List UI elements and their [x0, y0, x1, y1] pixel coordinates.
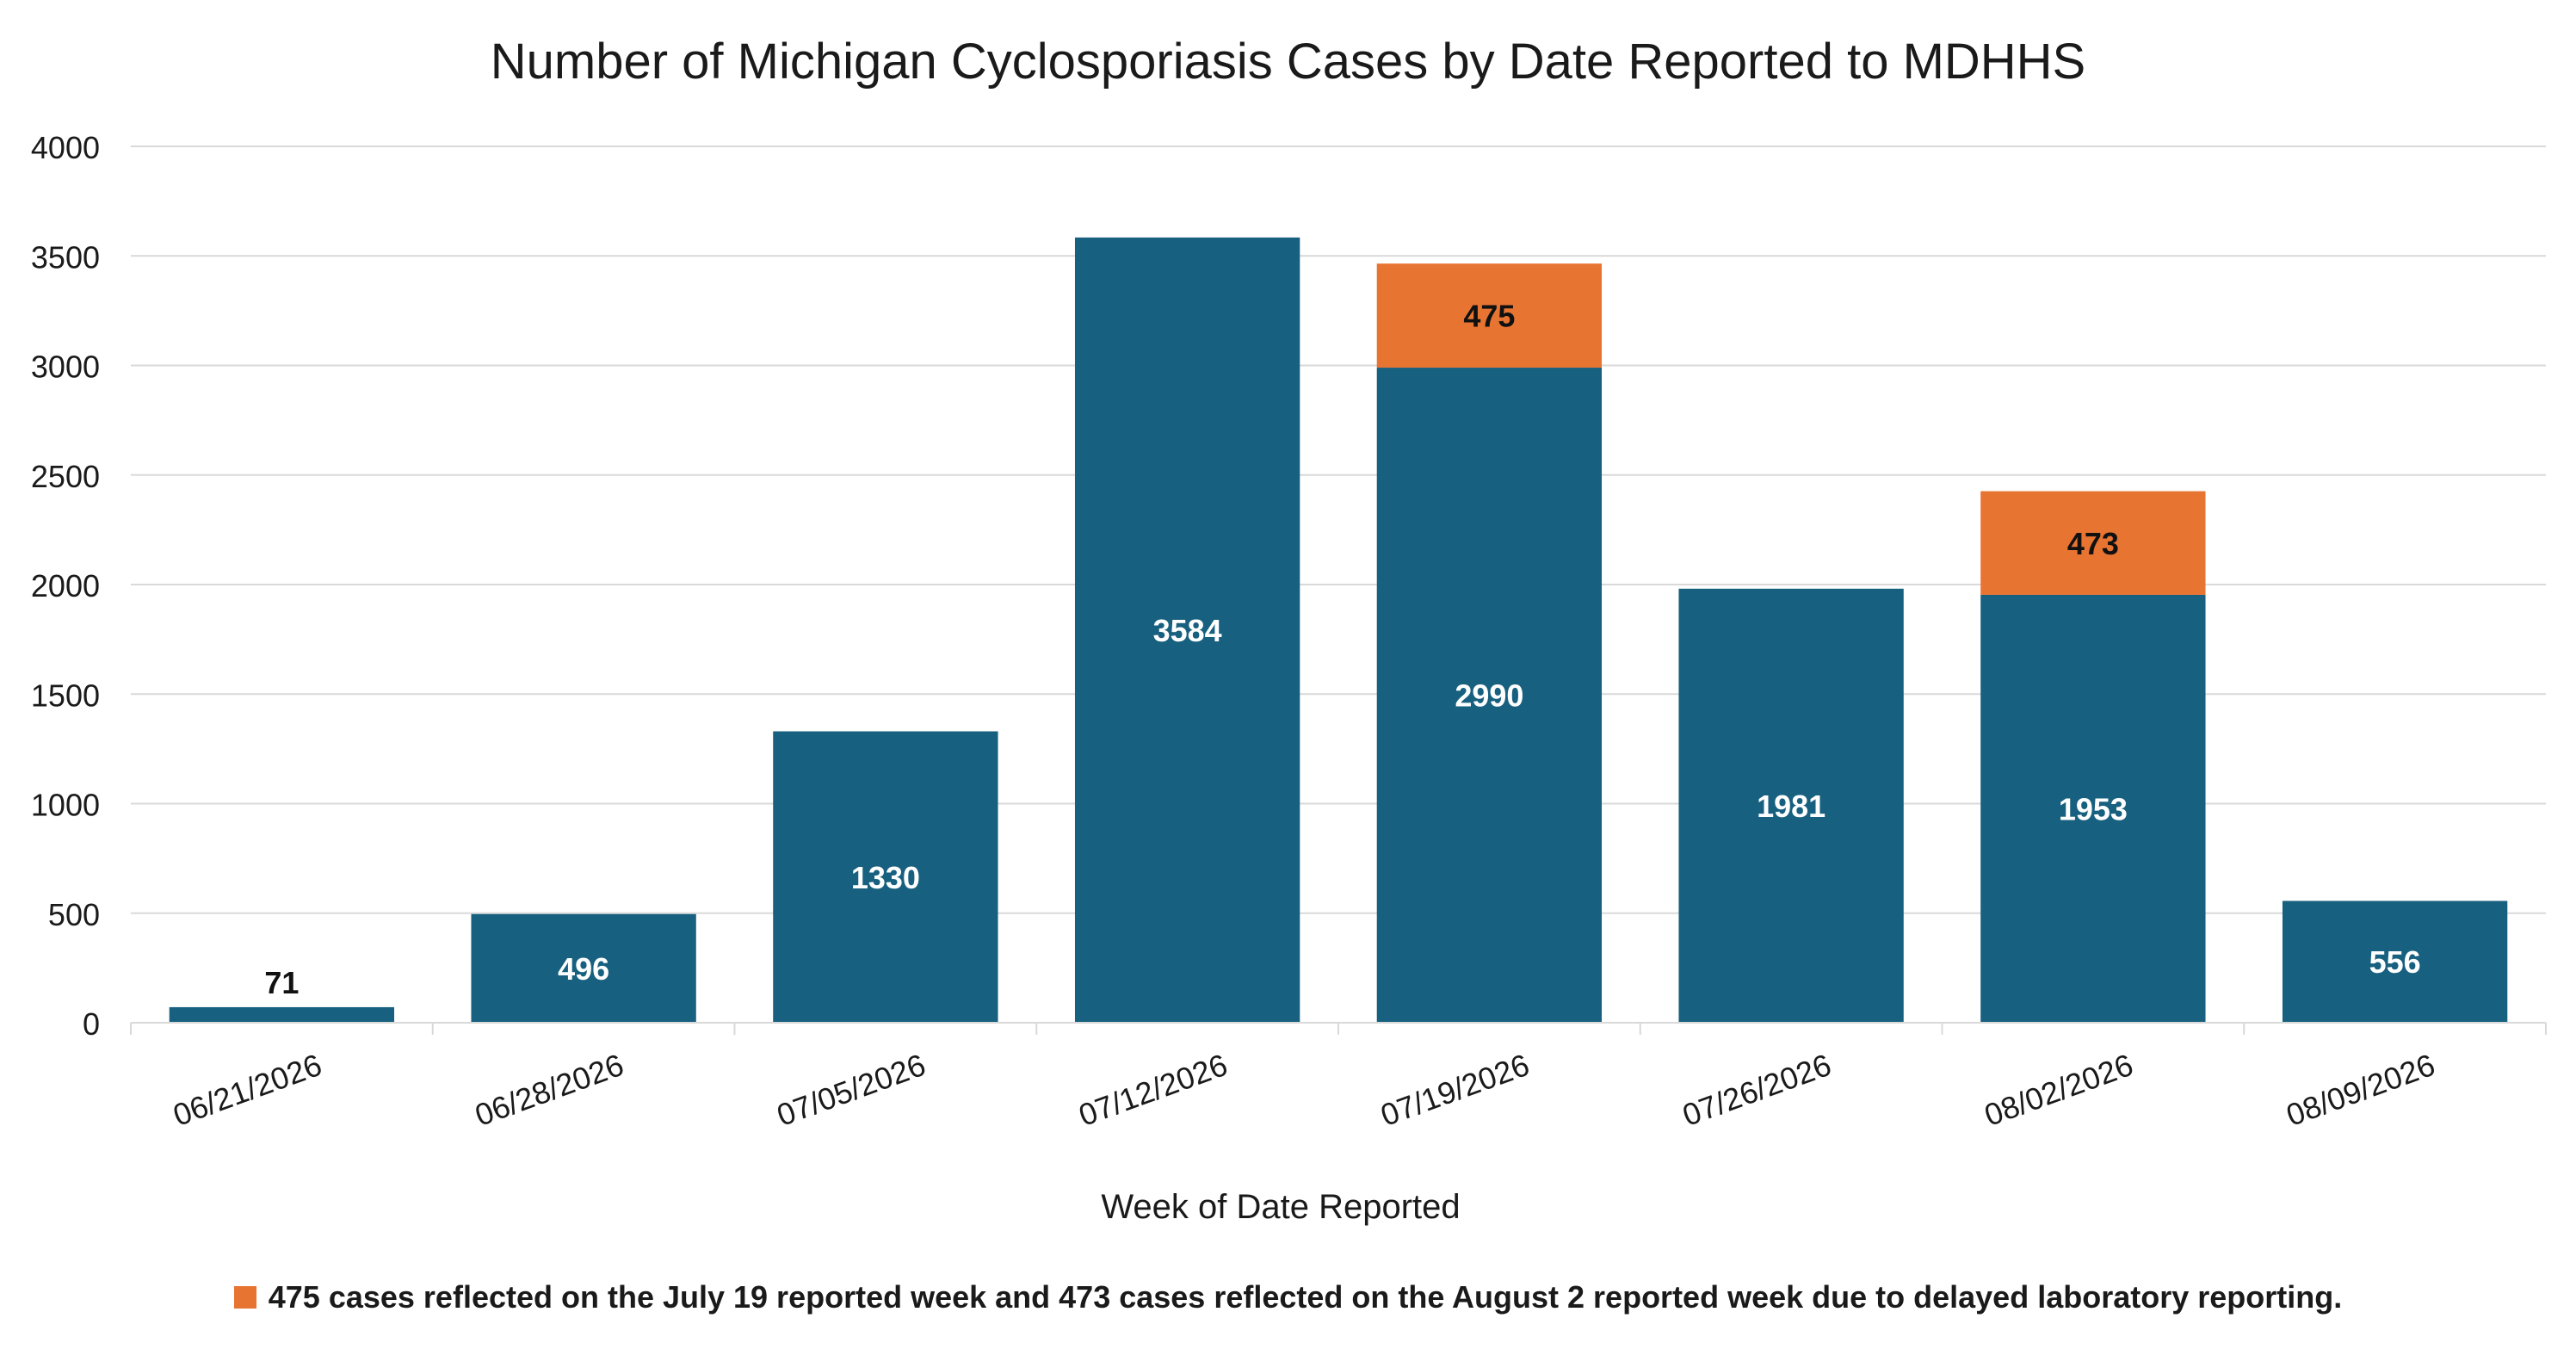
legend: 475 cases reflected on the July 19 repor…	[0, 1279, 2576, 1315]
x-tick-label: 07/19/2026	[1376, 1047, 1534, 1133]
y-tick-label: 3000	[31, 350, 100, 385]
y-tick-label: 4000	[31, 130, 100, 165]
data-label: 496	[558, 951, 609, 987]
legend-label: 475 cases reflected on the July 19 repor…	[268, 1279, 2343, 1315]
bar	[169, 1006, 395, 1023]
chart-title: Number of Michigan Cyclosporiasis Cases …	[490, 34, 2086, 90]
bar-delayed	[1980, 491, 2206, 595]
y-tick-label: 0	[83, 1006, 100, 1042]
data-label: 2990	[1455, 678, 1523, 714]
bar	[773, 731, 998, 1023]
x-tick-label: 06/21/2026	[169, 1047, 326, 1133]
x-tick-label: 08/02/2026	[1980, 1047, 2137, 1133]
x-tick-label: 06/28/2026	[470, 1047, 627, 1133]
bar	[1074, 237, 1300, 1023]
y-tick-label: 1000	[31, 788, 100, 823]
x-tick-label: 07/12/2026	[1074, 1047, 1232, 1133]
data-label: 1330	[851, 860, 920, 895]
y-tick-label: 2000	[31, 568, 100, 603]
legend-swatch	[233, 1286, 256, 1309]
x-axis-title: Week of Date Reported	[1101, 1188, 1461, 1226]
bar	[2282, 900, 2508, 1023]
data-label-delayed: 475	[1463, 299, 1515, 334]
y-tick-label: 1500	[31, 678, 100, 713]
bar	[1678, 588, 1904, 1023]
x-tick-label: 07/05/2026	[772, 1047, 930, 1133]
bar	[1376, 368, 1603, 1023]
data-label: 1953	[2059, 791, 2128, 826]
bar	[471, 913, 696, 1023]
x-tick-label: 08/09/2026	[2282, 1047, 2439, 1133]
x-tick-label: 07/26/2026	[1677, 1047, 1835, 1133]
bar-delayed	[1376, 263, 1603, 368]
y-tick-label: 2500	[31, 459, 100, 494]
y-tick-label: 500	[48, 897, 100, 932]
bars	[169, 237, 2508, 1023]
bar	[1980, 594, 2206, 1023]
data-label-delayed: 473	[2067, 526, 2119, 561]
data-label: 71	[264, 965, 299, 1000]
data-label: 1981	[1757, 789, 1825, 824]
data-label: 556	[2369, 944, 2421, 980]
data-labels: 71 496 1330 3584 475 2990 1981 473 1953 556	[264, 299, 2420, 1000]
gridlines	[131, 145, 2546, 914]
data-label: 3584	[1153, 613, 1222, 648]
y-tick-label: 3500	[31, 239, 100, 275]
